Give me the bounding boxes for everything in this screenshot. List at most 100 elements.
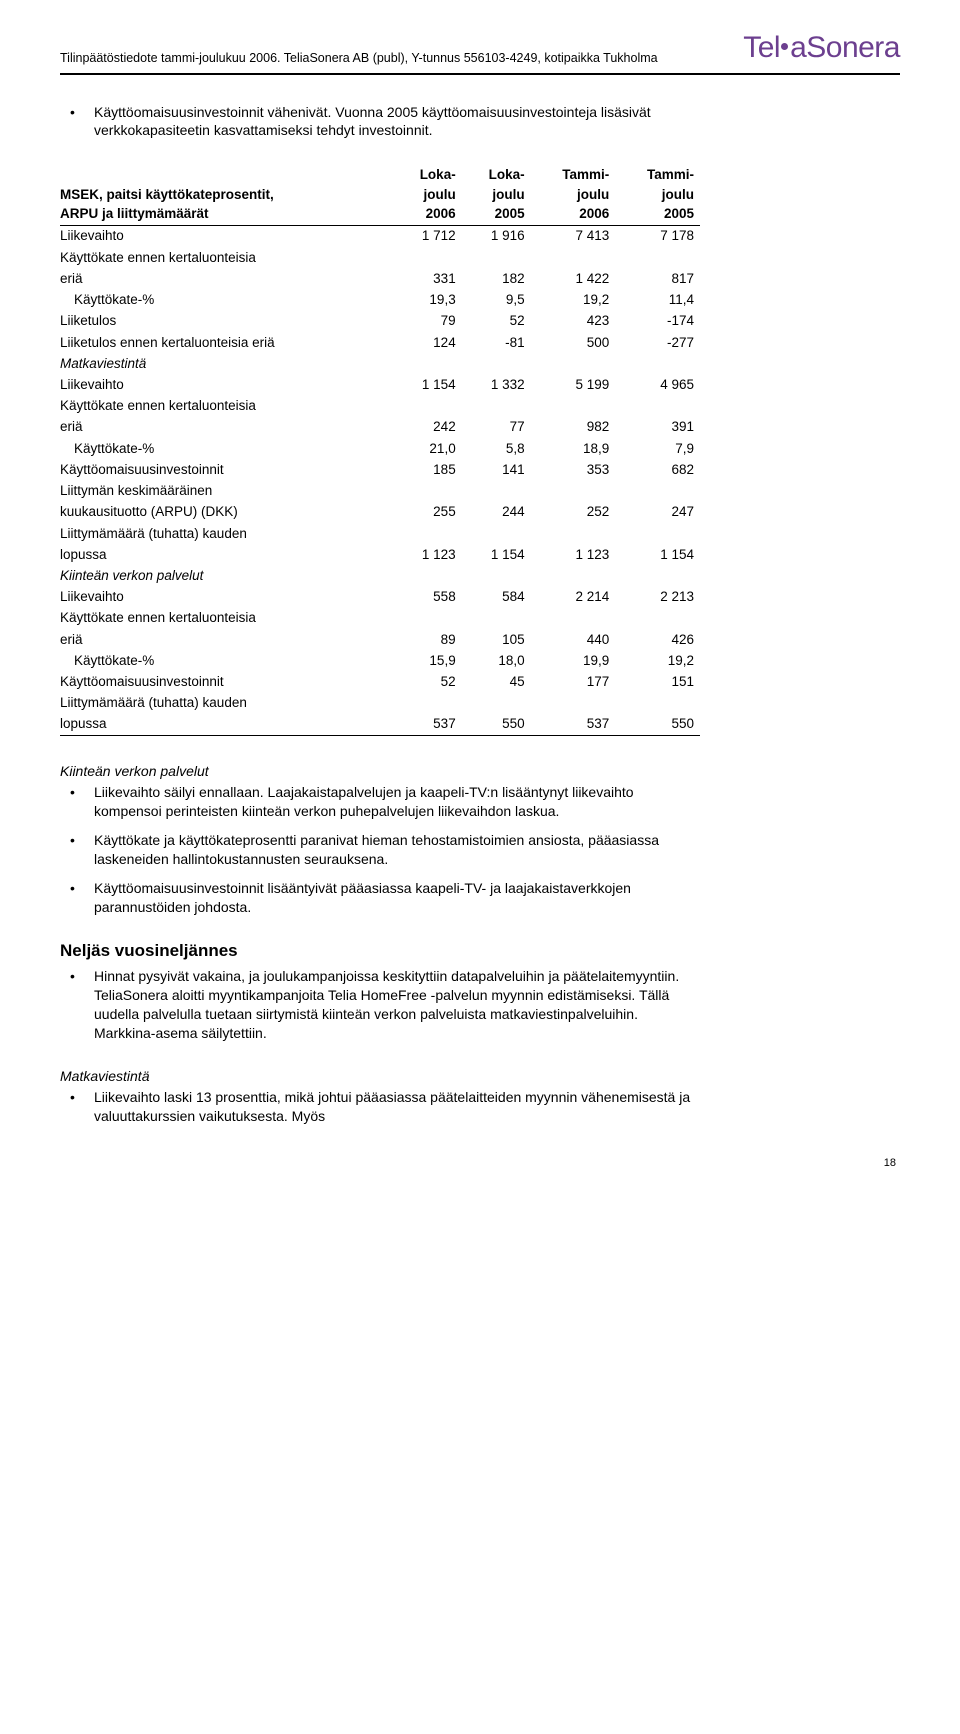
table-row: Liiketulos7952423-174	[60, 311, 700, 332]
table-cell: Käyttöomaisuusinvestoinnit	[60, 459, 393, 480]
table-row: Liittymämäärä (tuhatta) kauden	[60, 693, 700, 714]
table-cell: 182	[462, 268, 531, 289]
page-header: Tilinpäätöstiedote tammi-joulukuu 2006. …	[60, 28, 900, 75]
table-cell: Käyttökate ennen kertaluonteisia	[60, 396, 393, 417]
table-cell: 5 199	[531, 374, 616, 395]
table-cell: Liikevaihto	[60, 225, 393, 247]
table-cell: 1 154	[615, 544, 700, 565]
table-cell	[393, 693, 462, 714]
table-header-cell: 2005	[615, 205, 700, 225]
table-cell: 1 123	[393, 544, 462, 565]
table-cell: Liittymämäärä (tuhatta) kauden	[60, 693, 393, 714]
table-cell	[615, 353, 700, 374]
table-header: Loka-Loka-Tammi-Tammi-MSEK, paitsi käytt…	[60, 164, 700, 225]
table-cell: 2 214	[531, 587, 616, 608]
table-row: eriä3311821 422817	[60, 268, 700, 289]
table-header-cell: joulu	[462, 184, 531, 205]
table-cell: 1 123	[531, 544, 616, 565]
table-cell: 19,9	[531, 650, 616, 671]
table-cell	[462, 353, 531, 374]
main-content: Käyttöomaisuusinvestoinnit vähenivät. Vu…	[60, 103, 700, 1126]
table-cell: Käyttökate ennen kertaluonteisia	[60, 608, 393, 629]
table-row: Liikevaihto5585842 2142 213	[60, 587, 700, 608]
table-cell: 77	[462, 417, 531, 438]
table-cell: 11,4	[615, 290, 700, 311]
table-cell: 52	[462, 311, 531, 332]
table-cell: eriä	[60, 268, 393, 289]
table-cell: 124	[393, 332, 462, 353]
table-row: lopussa537550537550	[60, 714, 700, 736]
table-cell: 353	[531, 459, 616, 480]
table-cell	[462, 481, 531, 502]
table-header-cell: MSEK, paitsi käyttökateprosentit,	[60, 184, 393, 205]
table-cell: 440	[531, 629, 616, 650]
page-number: 18	[60, 1156, 900, 1171]
table-cell: 391	[615, 417, 700, 438]
table-cell	[531, 247, 616, 268]
table-body: Liikevaihto1 7121 9167 4137 178Käyttökat…	[60, 225, 700, 735]
table-header-cell: 2006	[531, 205, 616, 225]
table-cell: Käyttökate-%	[60, 438, 393, 459]
table-cell	[531, 565, 616, 586]
table-cell	[615, 247, 700, 268]
table-cell: 550	[462, 714, 531, 736]
table-header-cell: Tammi-	[615, 164, 700, 184]
list-item: Liikevaihto säilyi ennallaan. Laajakaist…	[60, 783, 700, 821]
table-cell: 105	[462, 629, 531, 650]
table-cell: 19,2	[615, 650, 700, 671]
table-cell: 141	[462, 459, 531, 480]
table-cell	[531, 353, 616, 374]
table-row: eriä24277982391	[60, 417, 700, 438]
table-cell	[531, 523, 616, 544]
table-cell	[393, 481, 462, 502]
table-cell	[462, 396, 531, 417]
table-cell: 584	[462, 587, 531, 608]
table-cell: Liittymän keskimääräinen	[60, 481, 393, 502]
table-cell: 4 965	[615, 374, 700, 395]
table-cell: Liittymämäärä (tuhatta) kauden	[60, 523, 393, 544]
table-cell: 79	[393, 311, 462, 332]
table-cell: 537	[393, 714, 462, 736]
table-cell	[393, 396, 462, 417]
section-heading: Kiinteän verkon palvelut	[60, 762, 700, 781]
table-row: Kiinteän verkon palvelut	[60, 565, 700, 586]
table-cell: 242	[393, 417, 462, 438]
table-cell: 247	[615, 502, 700, 523]
table-row: kuukausituotto (ARPU) (DKK)255244252247	[60, 502, 700, 523]
table-cell: 5,8	[462, 438, 531, 459]
section-heading: Neljäs vuosineljännes	[60, 940, 700, 963]
table-header-cell: joulu	[393, 184, 462, 205]
table-cell: 52	[393, 672, 462, 693]
table-cell: Kiinteän verkon palvelut	[60, 565, 393, 586]
table-cell	[462, 693, 531, 714]
table-cell: 817	[615, 268, 700, 289]
table-cell	[615, 481, 700, 502]
table-cell: lopussa	[60, 544, 393, 565]
brand-dot-icon	[781, 43, 788, 50]
table-cell	[615, 693, 700, 714]
section1-bullets: Liikevaihto säilyi ennallaan. Laajakaist…	[60, 783, 700, 916]
table-row: Käyttökate ennen kertaluonteisia	[60, 396, 700, 417]
table-cell: 423	[531, 311, 616, 332]
table-cell: 1 332	[462, 374, 531, 395]
table-cell: 244	[462, 502, 531, 523]
section-heading: Matkaviestintä	[60, 1067, 700, 1086]
table-row: Käyttöomaisuusinvestoinnit185141353682	[60, 459, 700, 480]
table-header-cell: joulu	[615, 184, 700, 205]
table-row: Liikevaihto1 7121 9167 4137 178	[60, 225, 700, 247]
table-header-cell: 2005	[462, 205, 531, 225]
table-cell: eriä	[60, 417, 393, 438]
table-cell	[393, 247, 462, 268]
table-header-cell	[60, 164, 393, 184]
table-row: Matkaviestintä	[60, 353, 700, 374]
table-row: Käyttökate ennen kertaluonteisia	[60, 247, 700, 268]
table-cell	[393, 523, 462, 544]
table-row: Käyttökate-%15,918,019,919,2	[60, 650, 700, 671]
table-cell: -174	[615, 311, 700, 332]
table-cell: Liiketulos ennen kertaluonteisia eriä	[60, 332, 393, 353]
table-cell: 2 213	[615, 587, 700, 608]
table-cell: 682	[615, 459, 700, 480]
table-cell	[462, 608, 531, 629]
table-cell: 982	[531, 417, 616, 438]
table-cell: 7,9	[615, 438, 700, 459]
